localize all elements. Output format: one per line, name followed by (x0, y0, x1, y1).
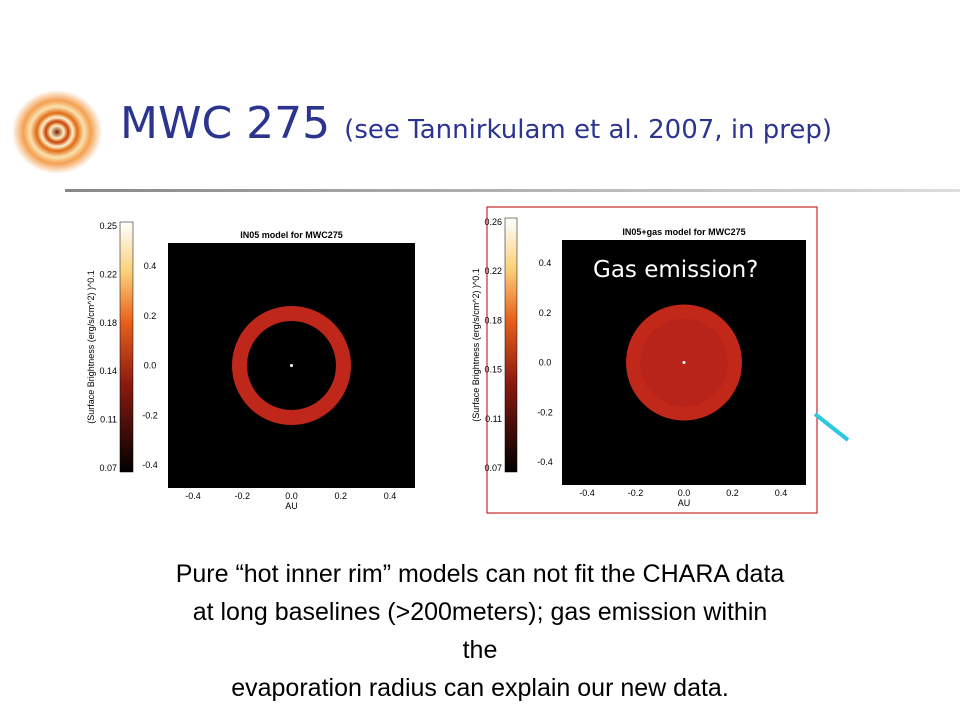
colorbar-tick-label: 0.26 (484, 217, 502, 227)
y-tick-label: -0.2 (537, 407, 553, 417)
x-tick-label: 0.2 (334, 491, 347, 501)
panel-title: IN05+gas model for MWC275 (622, 227, 745, 237)
logo (12, 90, 102, 174)
title-rule (65, 189, 960, 192)
colorbar-tick-label: 0.25 (99, 221, 117, 231)
y-tick-label: -0.2 (142, 410, 158, 420)
x-axis-label: AU (285, 501, 298, 511)
x-tick-label: -0.4 (579, 488, 595, 498)
colorbar-tick-label: 0.22 (484, 266, 502, 276)
colorbar-label: (Surface Brightness (erg/s/cm^2) )^0.1 (86, 270, 96, 424)
y-tick-label: -0.4 (142, 460, 158, 470)
colorbar-tick-label: 0.11 (100, 415, 117, 425)
pointer-line (813, 412, 850, 442)
colorbar-tick-label: 0.18 (99, 318, 117, 328)
x-tick-label: -0.4 (185, 491, 201, 501)
star (682, 361, 686, 364)
caption-line: Pure “hot inner rim” models can not fit … (176, 560, 785, 588)
x-tick-label: -0.2 (628, 488, 644, 498)
y-tick-label: 0.0 (539, 358, 552, 368)
y-tick-label: 0.2 (539, 308, 552, 318)
colorbar (504, 217, 518, 473)
x-tick-label: -0.2 (234, 491, 250, 501)
colorbar-tick-label: 0.22 (99, 269, 117, 279)
inner-rim (232, 306, 351, 425)
title: MWC 275 (see Tannirkulam et al. 2007, in … (120, 98, 832, 149)
x-axis-label: AU (678, 498, 691, 508)
caption-line: evaporation radius can explain our new d… (231, 674, 729, 702)
x-tick-label: 0.0 (285, 491, 298, 501)
colorbar-tick-label: 0.18 (484, 315, 502, 325)
x-tick-label: 0.4 (775, 488, 788, 498)
y-tick-label: 0.4 (144, 261, 157, 271)
colorbar-tick-label: 0.15 (484, 365, 502, 375)
y-tick-label: -0.4 (537, 457, 553, 467)
colorbar-tick-label: 0.07 (484, 463, 502, 473)
y-tick-label: 0.0 (144, 361, 157, 371)
panel-title: IN05 model for MWC275 (240, 230, 343, 240)
colorbar-tick-label: 0.07 (99, 463, 117, 473)
y-tick-label: 0.2 (144, 311, 157, 321)
annotation: Gas emission? (593, 257, 758, 283)
y-tick-label: 0.4 (539, 258, 552, 268)
colorbar-tick-label: 0.14 (99, 366, 117, 376)
highlight-box (486, 206, 818, 514)
colorbar-tick-label: 0.11 (485, 414, 502, 424)
caption: Pure “hot inner rim” models can not fit … (176, 560, 785, 702)
x-tick-label: 0.4 (384, 491, 397, 501)
star (290, 364, 293, 367)
caption-line: the (463, 636, 498, 664)
colorbar (119, 221, 134, 473)
caption-line: at long baselines (>200meters); gas emis… (193, 598, 768, 626)
colorbar-label: (Surface Brightness (erg/s/cm^2) )^0.1 (471, 268, 481, 422)
x-tick-label: 0.2 (726, 488, 739, 498)
x-tick-label: 0.0 (678, 488, 691, 498)
